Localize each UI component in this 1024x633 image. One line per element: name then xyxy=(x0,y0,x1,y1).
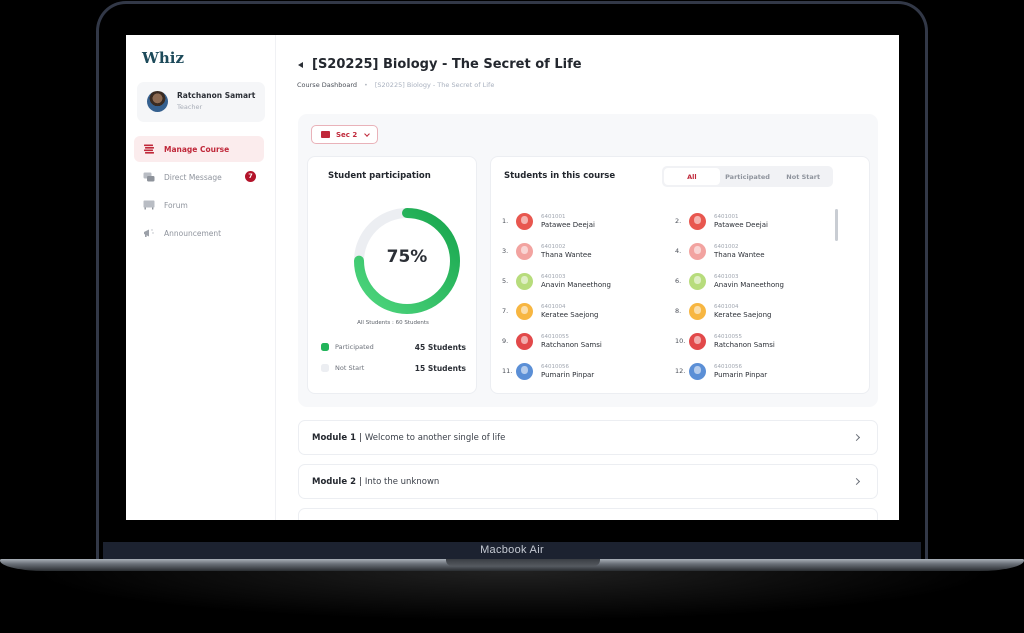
laptop-notch xyxy=(446,559,600,566)
device-label: Macbook Air xyxy=(103,542,921,559)
student-filter-tabs: All Participated Not Start xyxy=(662,166,833,187)
participation-card: Student participation 75% All Students :… xyxy=(307,156,477,394)
breadcrumb-course-dashboard[interactable]: Course Dashboard xyxy=(297,81,358,89)
legend-value: 15 Students xyxy=(414,363,466,373)
tab-all[interactable]: All xyxy=(664,168,720,185)
participation-percent: 75% xyxy=(386,247,428,267)
profile-card[interactable]: Ratchanon Samart Teacher xyxy=(137,82,265,122)
sidebar-item-direct-message[interactable]: Direct Message 7 xyxy=(134,164,264,190)
student-avatar xyxy=(689,272,706,290)
module-separator: | xyxy=(359,476,362,487)
legend-label: Participated xyxy=(335,343,374,351)
sidebar-item-label: Direct Message xyxy=(164,172,222,182)
student-avatar xyxy=(516,302,533,320)
book-stack-icon xyxy=(144,144,154,154)
sidebar-item-label: Announcement xyxy=(164,228,222,238)
participation-caption: All Students : 60 Students xyxy=(357,320,429,326)
breadcrumb-separator: • xyxy=(364,81,368,89)
student-avatar xyxy=(689,332,706,350)
student-item[interactable]: 6. 6401003 Anavin Maneethong xyxy=(675,272,784,290)
student-avatar xyxy=(516,332,533,350)
megaphone-icon xyxy=(144,229,154,237)
student-avatar xyxy=(516,362,533,380)
student-avatar xyxy=(516,242,533,260)
student-item[interactable]: 8. 6401004 Keratee Saejong xyxy=(675,302,772,320)
forum-board-icon xyxy=(143,200,155,210)
id-card-icon xyxy=(321,131,330,138)
student-avatar xyxy=(516,212,533,230)
student-item[interactable]: 5. 6401003 Anavin Maneethong xyxy=(502,272,611,290)
app-screen: Whiz Ratchanon Samart Teacher Manage Cou… xyxy=(126,35,899,520)
legend-participated: Participated 45 Students xyxy=(321,341,466,353)
profile-name: Ratchanon Samart xyxy=(177,91,256,100)
participation-title: Student participation xyxy=(328,171,431,181)
avatar xyxy=(147,91,168,112)
laptop-shadow xyxy=(30,571,994,621)
breadcrumb-current: [S20225] Biology - The Secret of Life xyxy=(374,81,495,89)
module-item-1[interactable]: Module 1 | Welcome to another single of … xyxy=(298,420,878,455)
student-avatar xyxy=(689,362,706,380)
tab-participated[interactable]: Participated xyxy=(725,172,770,181)
chevron-down-icon xyxy=(364,130,371,137)
sidebar: Whiz Ratchanon Samart Teacher Manage Cou… xyxy=(126,35,276,520)
chevron-right-icon xyxy=(852,477,861,486)
legend-value: 45 Students xyxy=(414,342,466,352)
students-title: Students in this course xyxy=(504,171,616,181)
sidebar-item-manage-course[interactable]: Manage Course xyxy=(134,136,264,162)
student-item[interactable]: 10. 64010055 Ratchanon Samsi xyxy=(675,332,775,350)
participation-donut-chart xyxy=(354,208,460,314)
student-avatar xyxy=(689,302,706,320)
legend-label: Not Start xyxy=(335,364,365,372)
sidebar-item-announcement[interactable]: Announcement xyxy=(134,220,264,246)
module-item-3[interactable] xyxy=(298,508,878,520)
student-item[interactable]: 7. 6401004 Keratee Saejong xyxy=(502,302,599,320)
back-arrow-icon[interactable] xyxy=(298,62,303,68)
student-avatar xyxy=(689,212,706,230)
student-list: 1. 6401001 Patawee Deejai 2. 6401001 Patawee… xyxy=(502,209,852,389)
student-item[interactable]: 12. 64010056 Pumarin Pinpar xyxy=(675,362,768,380)
students-card: Students in this course All Participated… xyxy=(490,156,870,394)
dashboard-panel: Sec 2 Student participation 75% Al xyxy=(298,114,878,407)
main-content: [S20225] Biology - The Secret of Life Co… xyxy=(277,35,899,520)
module-separator: | xyxy=(359,432,362,443)
student-item[interactable]: 9. 64010055 Ratchanon Samsi xyxy=(502,332,602,350)
student-avatar xyxy=(689,242,706,260)
chevron-right-icon xyxy=(852,433,861,442)
page-title: [S20225] Biology - The Secret of Life xyxy=(312,57,582,72)
legend-not-start: Not Start 15 Students xyxy=(321,362,466,374)
profile-role: Teacher xyxy=(177,103,203,111)
student-list-scrollbar[interactable] xyxy=(835,209,838,241)
student-item[interactable]: 4. 6401002 Thana Wantee xyxy=(675,242,765,260)
chat-icon xyxy=(143,172,155,182)
sidebar-item-label: Forum xyxy=(164,200,188,210)
sidebar-item-forum[interactable]: Forum xyxy=(134,192,264,218)
student-avatar xyxy=(516,272,533,290)
sidebar-item-label: Manage Course xyxy=(164,144,230,154)
student-item[interactable]: 2. 6401001 Patawee Deejai xyxy=(675,212,768,230)
not-start-dot-icon xyxy=(321,364,329,372)
breadcrumb: Course Dashboard • [S20225] Biology - Th… xyxy=(297,81,494,89)
section-label: Sec 2 xyxy=(336,130,358,139)
unread-badge: 7 xyxy=(245,171,256,182)
student-item[interactable]: 11. 64010056 Pumarin Pinpar xyxy=(502,362,595,380)
section-selector[interactable]: Sec 2 xyxy=(311,125,378,144)
sidebar-nav: Manage Course Direct Message 7 Forum Ann… xyxy=(134,136,264,248)
student-item[interactable]: 1. 6401001 Patawee Deejai xyxy=(502,212,595,230)
participated-dot-icon xyxy=(321,343,329,351)
student-item[interactable]: 3. 6401002 Thana Wantee xyxy=(502,242,592,260)
module-item-2[interactable]: Module 2 | Into the unknown xyxy=(298,464,878,499)
app-logo[interactable]: Whiz xyxy=(142,49,184,67)
tab-not-start[interactable]: Not Start xyxy=(786,172,821,181)
